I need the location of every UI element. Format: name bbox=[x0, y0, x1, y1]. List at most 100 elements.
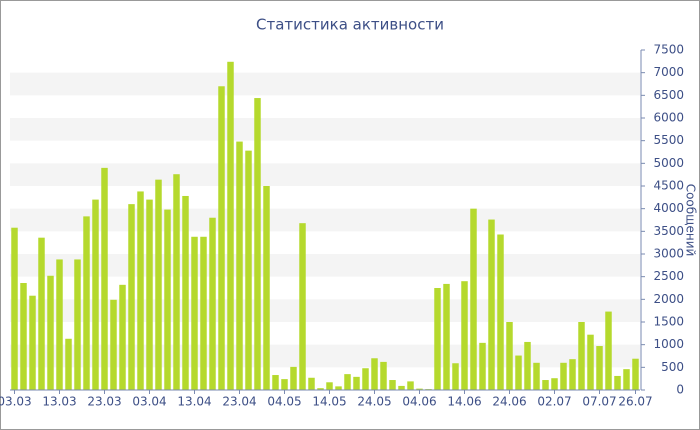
x-tick-label: 14.05 bbox=[312, 395, 346, 409]
y-tick-label: 7000 bbox=[653, 65, 684, 79]
bar bbox=[371, 358, 378, 390]
bar bbox=[191, 236, 198, 390]
x-tick-label: 02.07 bbox=[537, 395, 571, 409]
bar bbox=[587, 334, 594, 390]
bar bbox=[605, 311, 612, 390]
x-tick-label: 23.03 bbox=[87, 395, 121, 409]
y-tick-label: 4500 bbox=[653, 179, 684, 193]
y-tick-label: 5500 bbox=[653, 133, 684, 147]
bar bbox=[560, 362, 567, 390]
bar bbox=[38, 237, 45, 390]
y-tick-label: 500 bbox=[661, 360, 684, 374]
x-tick-label: 03.04 bbox=[132, 395, 166, 409]
bar bbox=[236, 141, 243, 390]
y-tick-label: 3000 bbox=[653, 247, 684, 261]
bar bbox=[83, 216, 90, 390]
bar bbox=[92, 199, 99, 390]
bar bbox=[74, 259, 81, 390]
chart-title: Статистика активности bbox=[256, 16, 444, 34]
bar bbox=[524, 341, 531, 390]
bar bbox=[380, 361, 387, 390]
bar bbox=[515, 355, 522, 390]
y-tick-label: 5000 bbox=[653, 156, 684, 170]
bar bbox=[443, 283, 450, 390]
bar bbox=[218, 86, 225, 391]
bar bbox=[353, 376, 360, 390]
x-tick-label: 24.05 bbox=[357, 395, 391, 409]
y-tick-label: 7500 bbox=[653, 43, 684, 57]
bar bbox=[389, 380, 396, 390]
y-tick-label: 2500 bbox=[653, 269, 684, 283]
bar bbox=[461, 281, 468, 390]
bar bbox=[299, 223, 306, 390]
bar bbox=[146, 199, 153, 390]
bar bbox=[182, 195, 189, 390]
bar bbox=[506, 322, 513, 390]
bar bbox=[533, 362, 540, 390]
bar bbox=[578, 322, 585, 390]
x-tick-label: 07.07 bbox=[582, 395, 616, 409]
bar bbox=[254, 98, 261, 390]
bar bbox=[434, 288, 441, 390]
bar bbox=[632, 358, 639, 390]
bar bbox=[227, 61, 234, 390]
x-tick-label: 26.07 bbox=[618, 395, 652, 409]
bar bbox=[335, 386, 342, 390]
bar bbox=[569, 359, 576, 390]
x-tick-label: 23.04 bbox=[222, 395, 256, 409]
bar bbox=[272, 375, 279, 390]
bar bbox=[11, 227, 18, 390]
bar bbox=[551, 378, 558, 390]
bar bbox=[452, 363, 459, 390]
y-tick-label: 6500 bbox=[653, 88, 684, 102]
bar bbox=[173, 174, 180, 390]
x-tick-label: 13.03 bbox=[42, 395, 76, 409]
bar bbox=[65, 338, 72, 390]
bar bbox=[128, 204, 135, 390]
bar bbox=[317, 388, 324, 390]
bar bbox=[488, 219, 495, 390]
bar bbox=[164, 209, 171, 390]
y-tick-label: 1500 bbox=[653, 315, 684, 329]
bar bbox=[470, 208, 477, 390]
x-tick-label: 03.03 bbox=[0, 395, 32, 409]
bar bbox=[137, 191, 144, 390]
bar bbox=[263, 186, 270, 390]
bar bbox=[623, 369, 630, 390]
y-tick-label: 3500 bbox=[653, 224, 684, 238]
grid-band bbox=[10, 72, 640, 96]
bar bbox=[155, 179, 162, 390]
x-tick-label: 14.06 bbox=[447, 395, 481, 409]
y-tick-label: 0 bbox=[676, 383, 684, 397]
y-tick-label: 2000 bbox=[653, 292, 684, 306]
bar bbox=[200, 236, 207, 390]
bar bbox=[497, 234, 504, 390]
bar bbox=[20, 283, 27, 390]
bar bbox=[209, 217, 216, 390]
y-tick-label: 1000 bbox=[653, 337, 684, 351]
bar bbox=[101, 167, 108, 390]
grid-band bbox=[10, 163, 640, 186]
x-tick-label: 04.05 bbox=[267, 395, 301, 409]
bar bbox=[362, 368, 369, 390]
bar bbox=[416, 388, 423, 390]
bar bbox=[344, 374, 351, 390]
y-tick-label: 6000 bbox=[653, 111, 684, 125]
bar bbox=[290, 366, 297, 390]
bar bbox=[308, 377, 315, 390]
x-tick-label: 24.06 bbox=[492, 395, 526, 409]
bar bbox=[326, 382, 333, 390]
bar bbox=[110, 299, 117, 390]
bar bbox=[56, 259, 63, 390]
bar bbox=[29, 295, 36, 390]
y-axis-label: Сообщений bbox=[684, 184, 698, 257]
grid-band bbox=[10, 118, 640, 141]
bar bbox=[596, 346, 603, 390]
bar bbox=[245, 150, 252, 390]
x-tick-label: 13.04 bbox=[177, 395, 211, 409]
bar bbox=[479, 342, 486, 390]
y-tick-label: 4000 bbox=[653, 201, 684, 215]
bar bbox=[119, 284, 126, 390]
bar bbox=[281, 379, 288, 390]
